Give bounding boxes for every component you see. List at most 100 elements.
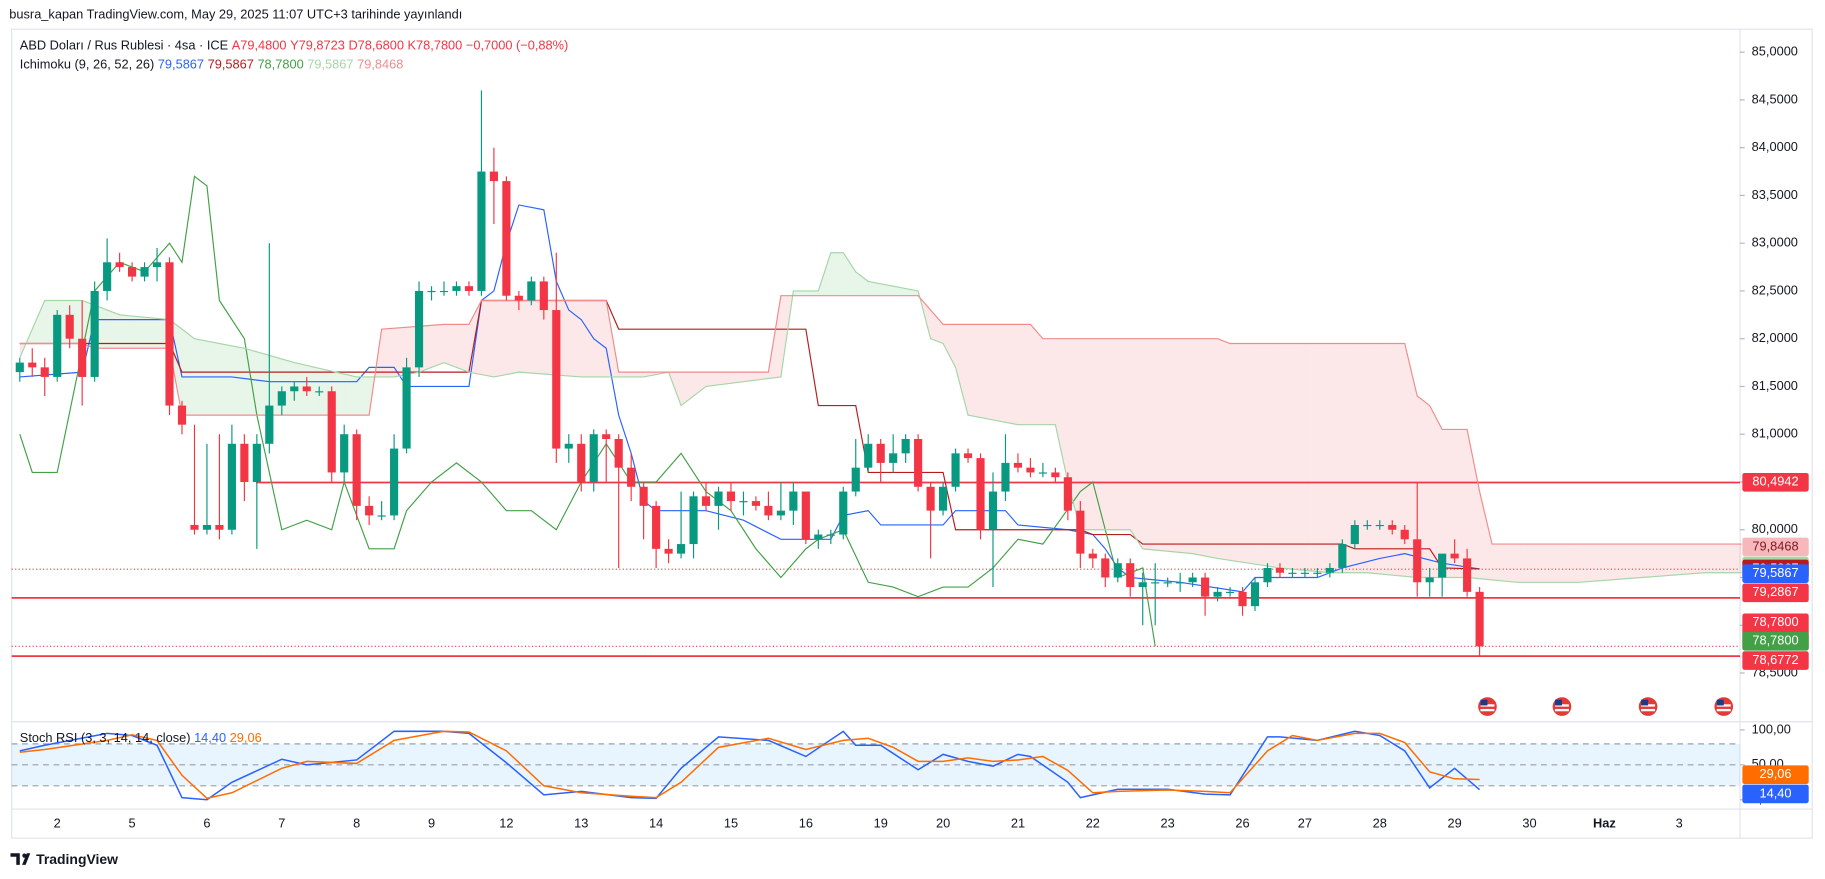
us-event[interactable] [1475, 694, 1500, 719]
y-tick-label: 81,5000 [1752, 378, 1798, 393]
cloud-segment [1554, 544, 1561, 583]
us-event[interactable] [1550, 694, 1574, 719]
candle-body [627, 467, 636, 487]
candle-body [1063, 477, 1072, 511]
cloud-segment [263, 353, 270, 416]
cloud-segment [1017, 324, 1025, 425]
cloud-segment [1292, 343, 1299, 570]
cloud-segment [406, 326, 413, 375]
cloud-segment [450, 324, 457, 368]
x-tick-label: 30 [1522, 816, 1536, 831]
candle-body [290, 386, 299, 392]
indicator-name: Stoch RSI (3, 3, 14, 14, close) [20, 731, 191, 746]
price-badge [1742, 537, 1809, 557]
candle-body [352, 434, 361, 506]
y-tick-label: 82,0000 [1752, 330, 1798, 345]
candle-body [652, 505, 661, 549]
cloud-segment [1198, 338, 1206, 557]
cloud-segment [1404, 343, 1411, 577]
cloud-segment [188, 333, 195, 416]
candle-body [315, 391, 324, 393]
candle-body [1188, 577, 1197, 583]
cloud-segment [1042, 338, 1050, 425]
cloud-segment [1417, 396, 1424, 578]
cloud-segment [774, 295, 781, 378]
candle-body [1163, 582, 1172, 584]
cloud-segment [1148, 338, 1156, 551]
candle-body [327, 391, 336, 473]
cloud-segment [1492, 544, 1499, 581]
x-tick-label: 19 [874, 816, 888, 831]
cloud-segment [868, 281, 875, 296]
candle-body [340, 434, 349, 473]
cloud-segment [1136, 338, 1143, 549]
cloud-segment [1074, 338, 1081, 530]
y-tick-label: 83,5000 [1752, 187, 1798, 202]
cloud-segment [1105, 338, 1112, 530]
cloud-segment [107, 310, 114, 349]
y-tick-label: 84,0000 [1752, 139, 1798, 154]
cloud-segment [1211, 338, 1218, 559]
cloud-segment [481, 300, 488, 376]
cloud-segment [518, 300, 526, 373]
candle-body [664, 548, 673, 554]
cloud-segment [138, 316, 145, 349]
cloud-segment [1329, 343, 1337, 573]
cloud-segment [1648, 544, 1655, 578]
cloud-segment [1373, 343, 1380, 574]
price-badge [1742, 651, 1809, 670]
base-line [19, 299, 1480, 570]
candle-body [1388, 524, 1397, 530]
candle-body [177, 405, 187, 425]
cloud-segment [674, 372, 682, 406]
cloud-segment [356, 376, 363, 416]
cloud-segment [1467, 429, 1474, 579]
cloud-segment [1217, 338, 1224, 560]
candle-body [602, 434, 611, 440]
us-event[interactable] [1712, 694, 1736, 719]
x-tick-label: 2 [54, 816, 61, 831]
cloud-segment [1273, 343, 1280, 568]
x-tick-label: 3 [1676, 816, 1683, 831]
cloud-segment [1130, 338, 1137, 540]
cloud-segment [1261, 343, 1268, 567]
indicator-value: 79,5867 [158, 57, 204, 72]
indicator-value: 14,40 [194, 731, 226, 746]
x-tick-label: 23 [1161, 816, 1175, 831]
cloud-segment [1716, 544, 1723, 573]
x-tick-label: 7 [278, 816, 285, 831]
cloud-segment [1517, 544, 1524, 583]
cloud-segment [581, 300, 588, 377]
cloud-segment [743, 372, 750, 382]
cloud-segment [936, 317, 944, 344]
candle-body [1088, 553, 1097, 559]
cloud-segment [1086, 338, 1093, 530]
candle-body [751, 501, 761, 506]
candle-body [1375, 524, 1384, 527]
candle-body [53, 314, 62, 377]
candle-body [128, 267, 137, 277]
y-tick-label: 80,0000 [1752, 521, 1798, 536]
cloud-segment [462, 324, 469, 373]
cloud-segment [730, 372, 738, 384]
cloud-segment [1067, 338, 1075, 506]
cloud-segment [1024, 324, 1031, 425]
candle-body [1450, 553, 1459, 559]
cloud-segment [1298, 343, 1305, 571]
y-tick-label: 83,0000 [1752, 235, 1798, 250]
cloud-segment [1230, 343, 1237, 562]
x-tick-label: 26 [1235, 816, 1249, 831]
cloud-segment [150, 317, 158, 349]
ichimoku-cloud [19, 252, 1742, 583]
cloud-segment [718, 372, 725, 385]
us-event[interactable] [1636, 694, 1660, 719]
candle-body [1176, 582, 1185, 584]
x-tick-label: 20 [936, 816, 950, 831]
cloud-segment [712, 372, 719, 386]
candle-body [726, 491, 736, 502]
cloud-segment [1704, 544, 1711, 573]
candle-body [589, 434, 598, 482]
cloud-segment [1610, 544, 1617, 580]
candle-body [839, 491, 848, 535]
